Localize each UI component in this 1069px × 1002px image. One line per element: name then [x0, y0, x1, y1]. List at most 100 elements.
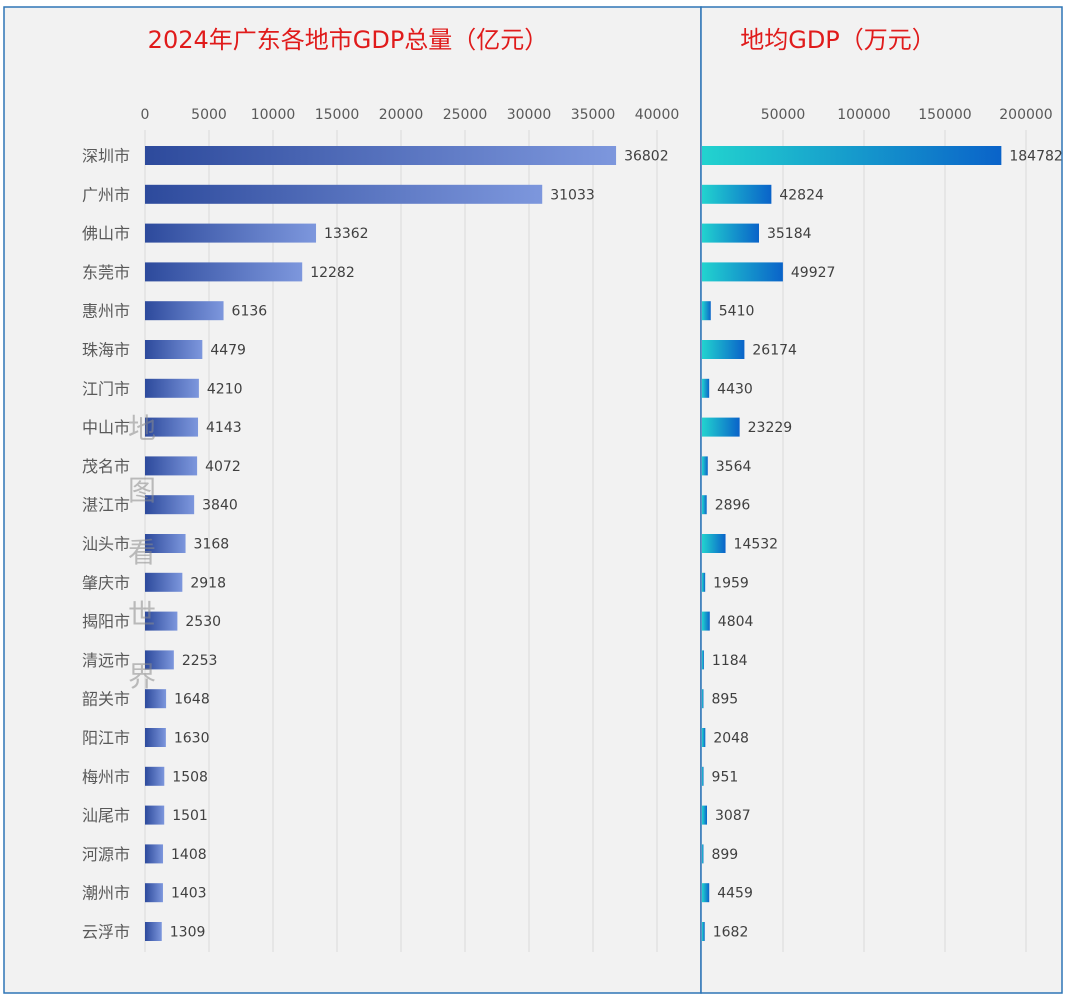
left-data-label: 4072	[205, 459, 241, 475]
left-data-label: 1508	[172, 769, 208, 785]
left-bar	[145, 262, 303, 282]
left-bar	[145, 689, 167, 709]
left-tick-label: 35000	[571, 107, 616, 123]
left-data-label: 12282	[310, 265, 355, 281]
right-bar	[702, 146, 1002, 165]
right-bar	[702, 766, 704, 786]
category-label: 云浮市	[82, 923, 130, 942]
right-gridlines	[782, 130, 1027, 952]
category-label: 河源市	[82, 845, 130, 864]
left-bar	[145, 805, 165, 825]
right-data-label: 42824	[779, 187, 824, 203]
left-chart-title: 2024年广东各地市GDP总量（亿元）	[148, 26, 549, 54]
right-axis-ticks: 50000 100000 150000 200000	[761, 107, 1053, 123]
watermark-char: 看	[128, 536, 156, 569]
category-label: 茂名市	[82, 457, 130, 476]
left-data-label: 13362	[324, 226, 369, 242]
right-bar	[702, 534, 726, 553]
left-bar	[145, 728, 166, 747]
category-label: 珠海市	[82, 341, 130, 360]
right-bar	[702, 378, 710, 398]
left-tick-label: 25000	[443, 107, 488, 123]
right-bar	[702, 223, 759, 243]
right-data-label: 35184	[767, 226, 812, 242]
category-label: 湛江市	[82, 496, 130, 515]
category-label: 肇庆市	[82, 573, 130, 592]
right-tick-label: 50000	[761, 107, 806, 123]
right-data-label: 1682	[713, 925, 749, 941]
right-data-label: 2048	[713, 731, 749, 747]
right-panel	[700, 6, 1063, 994]
left-panel	[3, 6, 702, 994]
right-data-labels: 184782 42824 35184 49927 5410 26174 4430 23229 3…	[711, 149, 1062, 941]
left-bar	[145, 572, 183, 592]
left-tick-label: 20000	[379, 107, 424, 123]
left-tick-label: 15000	[315, 107, 360, 123]
right-data-label: 951	[712, 769, 739, 785]
right-data-label: 2896	[715, 498, 751, 514]
right-bar	[702, 805, 708, 825]
right-bar	[702, 417, 740, 437]
right-bar	[702, 262, 783, 282]
right-bars	[702, 146, 1002, 941]
left-axis-ticks: 0 5000 10000 15000 20000 25000 30000 35000 40000	[141, 107, 680, 123]
left-tick-label: 40000	[635, 107, 680, 123]
left-data-label: 1408	[171, 847, 207, 863]
left-data-label: 36802	[624, 149, 669, 165]
left-bar	[145, 883, 163, 903]
left-data-label: 3840	[202, 498, 238, 514]
right-data-label: 4804	[718, 614, 754, 630]
category-label: 清远市	[82, 651, 130, 670]
category-label: 潮州市	[82, 884, 130, 903]
right-bar	[702, 184, 772, 204]
left-data-label: 1403	[171, 886, 207, 902]
left-data-label: 1501	[172, 808, 208, 824]
right-chart-title: 地均GDP（万元）	[740, 26, 936, 54]
left-data-label: 1648	[174, 692, 210, 708]
category-label: 江门市	[82, 379, 130, 398]
left-bar	[145, 534, 186, 553]
right-bar	[702, 572, 706, 592]
left-bar	[145, 650, 174, 670]
left-data-label: 31033	[550, 187, 595, 203]
left-data-label: 2918	[190, 575, 226, 591]
left-bar	[145, 301, 224, 321]
right-bar	[702, 883, 710, 903]
right-bar	[702, 611, 710, 631]
right-bar	[702, 689, 704, 709]
left-bar	[145, 417, 199, 437]
right-bar	[702, 728, 706, 747]
category-label: 阳江市	[82, 729, 130, 748]
left-bar	[145, 922, 162, 941]
left-data-label: 1630	[174, 731, 210, 747]
right-data-label: 5410	[719, 304, 755, 320]
left-tick-label: 0	[141, 107, 150, 123]
left-bar	[145, 378, 199, 398]
category-label: 中山市	[82, 418, 130, 437]
left-data-label: 2530	[185, 614, 221, 630]
category-label: 揭阳市	[82, 612, 130, 631]
left-data-label: 2253	[182, 653, 218, 669]
category-label: 广州市	[82, 185, 130, 204]
right-data-label: 3087	[715, 808, 751, 824]
right-bar	[702, 844, 704, 864]
category-label: 汕头市	[82, 535, 130, 554]
left-bar	[145, 146, 617, 165]
category-label: 惠州市	[82, 302, 130, 321]
left-bar	[145, 495, 195, 515]
left-bar	[145, 456, 198, 476]
left-bar	[145, 611, 178, 631]
left-bar	[145, 844, 164, 864]
watermark-char: 世	[128, 598, 156, 631]
right-bar	[702, 456, 708, 476]
left-bar	[145, 223, 317, 243]
category-label: 佛山市	[82, 224, 130, 243]
watermark-char: 界	[128, 660, 156, 693]
right-data-label: 3564	[716, 459, 752, 475]
right-data-label: 895	[711, 692, 738, 708]
watermark-char: 地	[128, 412, 156, 445]
right-data-label: 4430	[717, 381, 753, 397]
category-labels: 深圳市广州市佛山市东莞市惠州市珠海市江门市中山市茂名市湛江市汕头市肇庆市揭阳市清…	[82, 147, 130, 942]
